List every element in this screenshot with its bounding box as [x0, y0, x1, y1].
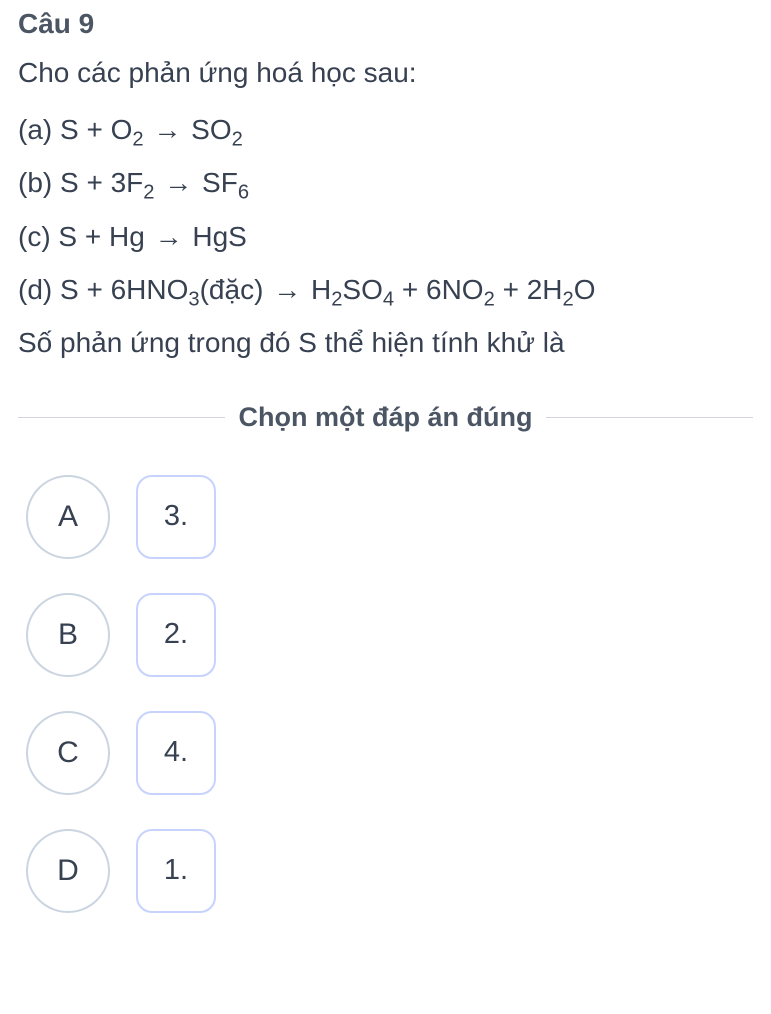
question-number: Câu 9 — [18, 8, 753, 40]
eq-b-prod: SF — [194, 167, 238, 198]
instruction-text: Chọn một đáp án đúng — [225, 402, 547, 433]
eq-d-sub3: 4 — [383, 289, 394, 311]
option-row-b[interactable]: B 2. — [26, 593, 753, 677]
option-letter-d[interactable]: D — [26, 829, 110, 913]
equation-b: (b) S + 3F2 → SF6 — [18, 161, 753, 204]
option-value-b[interactable]: 2. — [136, 593, 216, 677]
option-row-c[interactable]: C 4. — [26, 711, 753, 795]
equation-d: (d) S + 6HNO3(đặc) → H2SO4 + 6NO2 + 2H2O — [18, 268, 753, 311]
divider-right — [546, 417, 753, 418]
eq-d-sub5: 2 — [563, 289, 574, 311]
eq-c-left: (c) S + Hg — [18, 221, 153, 252]
instruction-row: Chọn một đáp án đúng — [18, 402, 753, 433]
arrow-icon: → — [153, 215, 185, 258]
eq-d-p1: H — [303, 274, 331, 305]
question-intro: Cho các phản ứng hoá học sau: — [18, 52, 753, 94]
eq-d-mid: (đặc) — [200, 274, 272, 305]
eq-a-prod: SO — [183, 114, 231, 145]
option-value-d[interactable]: 1. — [136, 829, 216, 913]
arrow-icon: → — [162, 161, 194, 204]
eq-b-sub1: 2 — [143, 182, 154, 204]
eq-d-p3: + 6NO — [394, 274, 483, 305]
equation-c: (c) S + Hg → HgS — [18, 215, 753, 258]
eq-d-sub1: 3 — [188, 289, 199, 311]
eq-d-left: (d) S + 6HNO — [18, 274, 188, 305]
question-final: Số phản ứng trong đó S thể hiện tính khử… — [18, 322, 753, 364]
options-list: A 3. B 2. C 4. D 1. — [26, 475, 753, 913]
eq-d-p5: O — [574, 274, 596, 305]
divider-left — [18, 417, 225, 418]
option-letter-a[interactable]: A — [26, 475, 110, 559]
option-row-a[interactable]: A 3. — [26, 475, 753, 559]
eq-a-sub2: 2 — [232, 129, 243, 151]
arrow-icon: → — [151, 108, 183, 151]
eq-b-sub2: 6 — [238, 182, 249, 204]
eq-a-sub1: 2 — [132, 129, 143, 151]
eq-d-p2: SO — [342, 274, 382, 305]
arrow-icon: → — [271, 268, 303, 311]
eq-a-left: (a) S + O — [18, 114, 132, 145]
equation-a: (a) S + O2 → SO2 — [18, 108, 753, 151]
option-letter-b[interactable]: B — [26, 593, 110, 677]
eq-c-prod: HgS — [185, 221, 247, 252]
option-letter-c[interactable]: C — [26, 711, 110, 795]
eq-d-p4: + 2H — [495, 274, 563, 305]
option-value-c[interactable]: 4. — [136, 711, 216, 795]
eq-b-left: (b) S + 3F — [18, 167, 143, 198]
eq-a-space — [144, 114, 152, 145]
option-value-a[interactable]: 3. — [136, 475, 216, 559]
eq-d-sub2: 2 — [331, 289, 342, 311]
option-row-d[interactable]: D 1. — [26, 829, 753, 913]
eq-d-sub4: 2 — [484, 289, 495, 311]
